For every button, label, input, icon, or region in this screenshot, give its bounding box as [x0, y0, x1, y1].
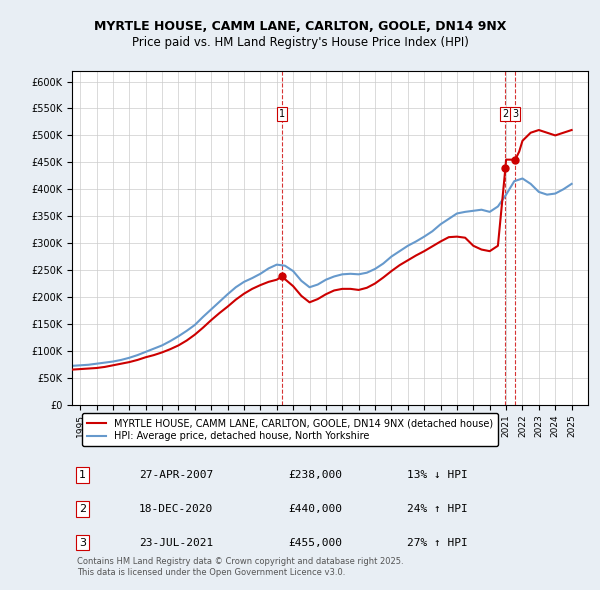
Text: 3: 3 [512, 109, 518, 119]
Legend: MYRTLE HOUSE, CAMM LANE, CARLTON, GOOLE, DN14 9NX (detached house), HPI: Average: MYRTLE HOUSE, CAMM LANE, CARLTON, GOOLE,… [82, 414, 498, 446]
Text: 2: 2 [79, 504, 86, 514]
Text: 1: 1 [79, 470, 86, 480]
Text: 13% ↓ HPI: 13% ↓ HPI [407, 470, 468, 480]
Text: 27-APR-2007: 27-APR-2007 [139, 470, 214, 480]
Text: £455,000: £455,000 [289, 537, 343, 548]
Text: 24% ↑ HPI: 24% ↑ HPI [407, 504, 468, 514]
Text: £440,000: £440,000 [289, 504, 343, 514]
Text: 27% ↑ HPI: 27% ↑ HPI [407, 537, 468, 548]
Text: 3: 3 [79, 537, 86, 548]
Text: 1: 1 [279, 109, 285, 119]
Text: 2: 2 [502, 109, 509, 119]
Text: 23-JUL-2021: 23-JUL-2021 [139, 537, 214, 548]
Text: Price paid vs. HM Land Registry's House Price Index (HPI): Price paid vs. HM Land Registry's House … [131, 36, 469, 49]
Text: £238,000: £238,000 [289, 470, 343, 480]
Text: Contains HM Land Registry data © Crown copyright and database right 2025.
This d: Contains HM Land Registry data © Crown c… [77, 557, 404, 576]
Text: 18-DEC-2020: 18-DEC-2020 [139, 504, 214, 514]
Text: MYRTLE HOUSE, CAMM LANE, CARLTON, GOOLE, DN14 9NX: MYRTLE HOUSE, CAMM LANE, CARLTON, GOOLE,… [94, 20, 506, 33]
